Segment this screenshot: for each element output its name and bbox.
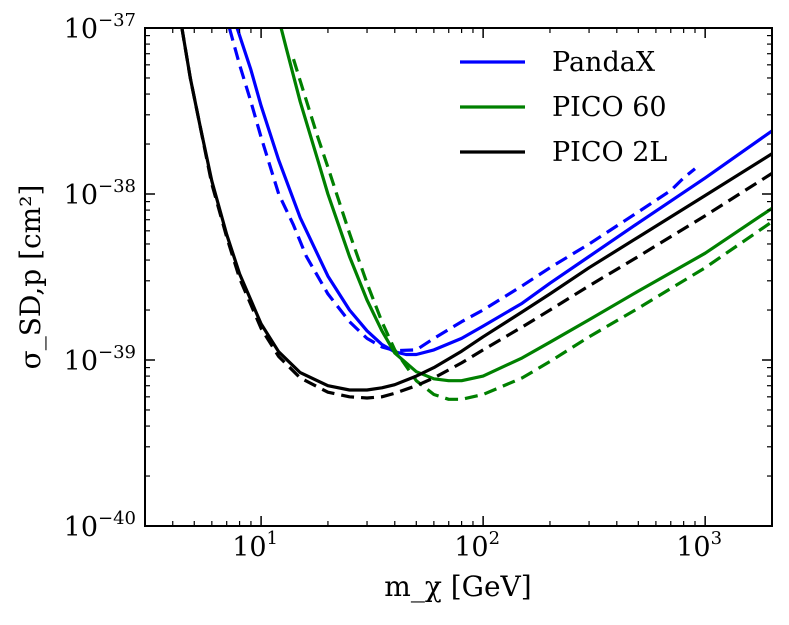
x-tick-base: 10 [454,532,488,563]
x-tick-label: 102 [454,528,500,563]
y-tick-base: 10 [64,346,98,377]
x-tick-exp: 2 [489,528,500,549]
y-tick-exp: −37 [98,10,136,31]
x-axis-label: m_χ [GeV] [384,570,531,603]
x-tick-exp: 1 [267,528,278,549]
y-axis-label: σ_SD,p [cm²] [14,185,47,370]
series-line-5 [180,28,772,400]
y-tick-base: 10 [64,180,98,211]
series-layer [180,28,772,401]
series-line-4 [180,28,772,392]
y-tick-exp: −39 [98,342,136,363]
series-line-0 [235,28,772,357]
y-tick-exp: −40 [98,508,136,529]
y-tick-label: 10−40 [64,508,136,543]
series-line-3 [291,58,772,401]
y-tick-label: 10−37 [64,10,136,45]
y-tick-label: 10−38 [64,176,136,211]
x-tick-label: 103 [676,528,722,563]
x-tick-exp: 3 [711,528,722,549]
plot-frame [144,27,773,527]
y-tick-base: 10 [64,14,98,45]
legend-label-1: PICO 60 [552,92,667,123]
y-tick-exp: −38 [98,176,136,197]
ticks-layer [144,27,773,527]
legend-label-2: PICO 2L [552,137,667,168]
y-tick-label: 10−39 [64,342,136,377]
legend: PandaX PICO 60 PICO 2L [460,47,667,168]
x-tick-base: 10 [676,532,710,563]
x-tick-label: 101 [232,528,278,563]
legend-label-0: PandaX [552,47,656,78]
x-tick-base: 10 [232,532,266,563]
y-tick-base: 10 [64,512,98,543]
series-line-2 [279,28,772,383]
